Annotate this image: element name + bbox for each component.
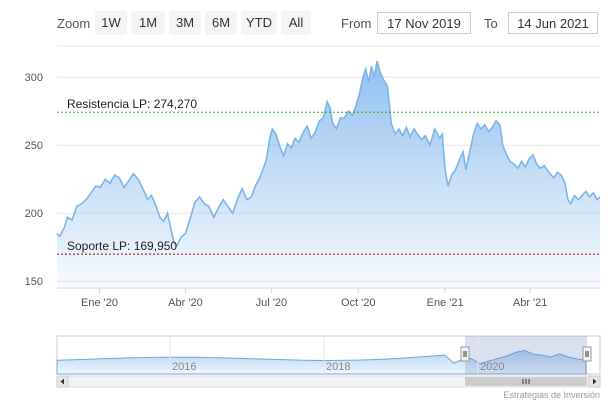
range-button-1w[interactable]: 1W	[95, 11, 127, 35]
y-tick-label: 300	[25, 72, 43, 84]
x-tick-label: Abr '21	[513, 297, 548, 309]
from-label: From	[341, 16, 372, 31]
range-button-ytd[interactable]: YTD	[241, 11, 277, 35]
x-tick-label: Abr '20	[168, 297, 203, 309]
range-button-6m[interactable]: 6M	[205, 11, 237, 35]
navigator-year-label: 2018	[326, 361, 350, 373]
range-button-all[interactable]: All	[281, 11, 311, 35]
navigator-handle-left[interactable]	[460, 346, 470, 362]
range-selector: Zoom 1W 1M 3M 6M YTD All From 17 Nov 201…	[0, 0, 611, 46]
navigator-years: 2016 2018 2020	[169, 336, 504, 374]
x-tick-label: Ene '21	[427, 297, 464, 309]
credits[interactable]: Estrategias de Inversión	[503, 390, 600, 400]
range-button-3m[interactable]: 3M	[169, 11, 201, 35]
arrow-right-icon	[593, 378, 597, 385]
x-tick-label: Ene '20	[81, 297, 118, 309]
range-button-1m[interactable]: 1M	[131, 11, 165, 35]
x-axis: Ene '20 Abr '20 Jul '20 Oct '20 Ene '21 Abr '…	[81, 288, 547, 309]
scrollbar[interactable]	[56, 375, 601, 388]
from-date-input[interactable]: 17 Nov 2019	[377, 12, 471, 34]
x-tick-label: Jul '20	[256, 297, 287, 309]
y-tick-label: 250	[25, 140, 43, 152]
navigator-series	[56, 349, 587, 375]
x-tick-label: Oct '20	[341, 297, 376, 309]
series-line	[56, 60, 601, 248]
series-area	[57, 60, 600, 289]
reference-line-label: Resistencia LP: 274,270	[67, 97, 197, 111]
navigator-handle-right[interactable]	[582, 346, 592, 362]
arrow-left-icon	[60, 378, 64, 385]
y-tick-label: 200	[25, 208, 43, 220]
to-date-input[interactable]: 14 Jun 2021	[508, 12, 598, 34]
navigator-year-label: 2016	[172, 361, 196, 373]
y-tick-label: 150	[25, 276, 43, 288]
navigator: 2016 2018 2020	[56, 335, 601, 375]
navigator-selected-range[interactable]	[465, 336, 587, 374]
zoom-label: Zoom	[57, 16, 91, 31]
to-label: To	[484, 16, 498, 31]
reference-lines: Resistencia LP: 274,270 Soporte LP: 169,9…	[57, 97, 600, 255]
navigator-year-label: 2020	[480, 361, 504, 373]
reference-line-label: Soporte LP: 169,950	[67, 239, 177, 253]
y-axis: 150 200 250 300	[25, 72, 43, 288]
